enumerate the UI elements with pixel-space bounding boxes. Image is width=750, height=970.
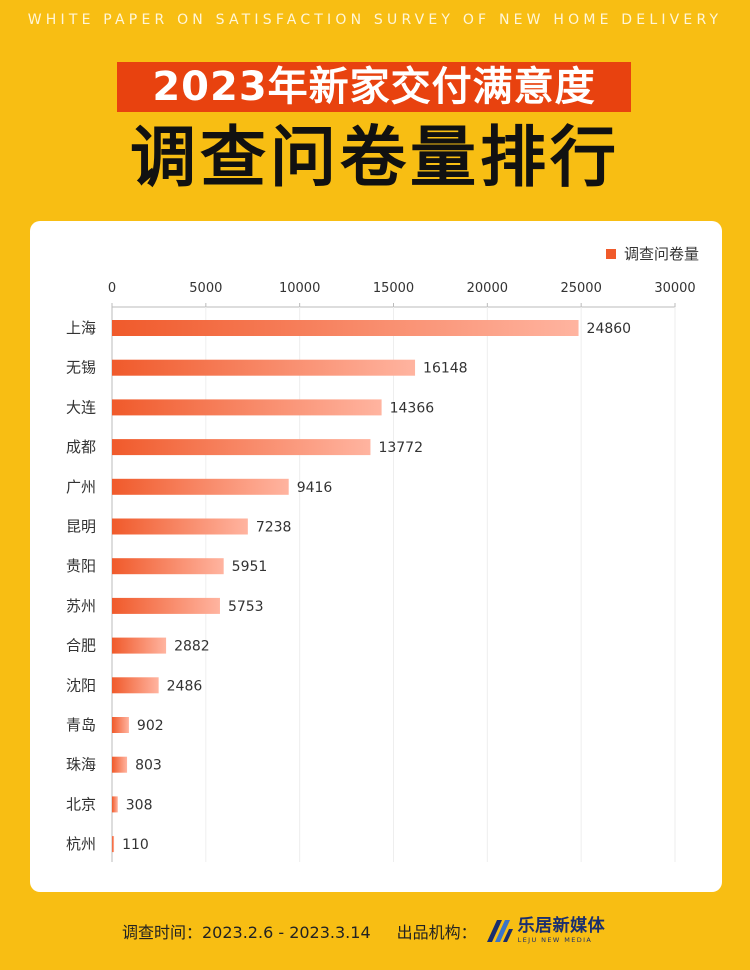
bar [112, 558, 224, 575]
x-tick-label: 10000 [279, 281, 320, 296]
legend-swatch [605, 248, 616, 259]
category-label: 珠海 [66, 756, 96, 774]
logo-text-en: LEJU NEW MEDIA [517, 936, 593, 945]
leju-logo-icon [485, 918, 515, 944]
value-label: 2882 [174, 639, 210, 655]
category-label: 北京 [66, 795, 96, 813]
category-label: 大连 [66, 398, 96, 416]
bar [112, 597, 220, 614]
bar [112, 677, 159, 694]
category-label: 苏州 [66, 597, 96, 615]
bar [112, 320, 579, 336]
subtitle-english: WHITE PAPER ON SATISFACTION SURVEY OF NE… [27, 12, 723, 28]
bar [112, 359, 416, 376]
value-label: 13772 [378, 440, 423, 456]
x-tick-label: 15000 [373, 281, 414, 296]
bar [112, 756, 128, 773]
bar [112, 478, 289, 495]
category-label: 上海 [66, 319, 96, 337]
title-line-1: 2023年新家交付满意度 [117, 62, 631, 112]
category-label: 贵阳 [66, 557, 96, 575]
leju-logo: 乐居新媒体 LEJU NEW MEDIA [485, 918, 606, 944]
category-label: 成都 [66, 438, 96, 456]
category-label: 无锡 [66, 359, 96, 377]
x-tick-labels: 0 5000 10000 15000 20000 25000 30000 [108, 281, 696, 296]
value-label: 5753 [228, 599, 264, 615]
bar [112, 399, 382, 416]
survey-date: 调查时间：2023.2.6 - 2023.3.14 [122, 923, 371, 942]
value-label: 24860 [587, 321, 632, 337]
value-label: 902 [137, 718, 164, 734]
category-label: 广州 [66, 478, 96, 496]
value-label: 14366 [390, 400, 435, 416]
category-label: 沈阳 [66, 676, 96, 694]
bar [112, 439, 371, 456]
footer: 调查时间：2023.2.6 - 2023.3.14 出品机构： 乐居新媒体 LE… [122, 918, 605, 944]
category-label: 杭州 [66, 835, 96, 853]
bar [112, 518, 248, 535]
value-label: 308 [126, 797, 153, 813]
category-label: 昆明 [66, 518, 96, 536]
grid-lines [111, 303, 676, 862]
publisher-label: 出品机构： [396, 923, 477, 942]
x-tick-label: 0 [108, 281, 116, 296]
x-tick-label: 25000 [560, 281, 601, 296]
bar-chart: 0 5000 10000 15000 20000 25000 30000 上海无锡大连成都广… [66, 281, 696, 862]
legend-label: 调查问卷量 [623, 245, 699, 263]
x-tick-label: 5000 [189, 281, 222, 296]
logo-text-cn: 乐居新媒体 [517, 916, 606, 937]
value-label: 5951 [232, 559, 268, 575]
bars [112, 320, 579, 853]
bar [112, 717, 129, 733]
value-label: 110 [122, 837, 149, 853]
value-label: 803 [135, 758, 162, 774]
category-label: 合肥 [66, 637, 96, 655]
bar [112, 836, 115, 853]
x-tick-label: 20000 [467, 281, 508, 296]
bar [112, 796, 118, 813]
value-label: 9416 [297, 480, 333, 496]
value-label: 16148 [423, 361, 468, 377]
chart-legend: 调查问卷量 [605, 243, 699, 264]
value-labels: 24860 16148 14366 13772 9416 7238 5951 5753 2882… [122, 321, 631, 853]
chart-card: 调查问卷量 0 5000 10000 15000 20000 25000 30000 上海无… [30, 221, 722, 892]
value-label: 7238 [256, 520, 292, 536]
value-label: 2486 [167, 678, 203, 694]
category-label: 青岛 [66, 716, 96, 734]
x-tick-label: 30000 [654, 281, 695, 296]
title-line-2: 调查问卷量排行 [130, 119, 620, 196]
bar [112, 637, 167, 654]
